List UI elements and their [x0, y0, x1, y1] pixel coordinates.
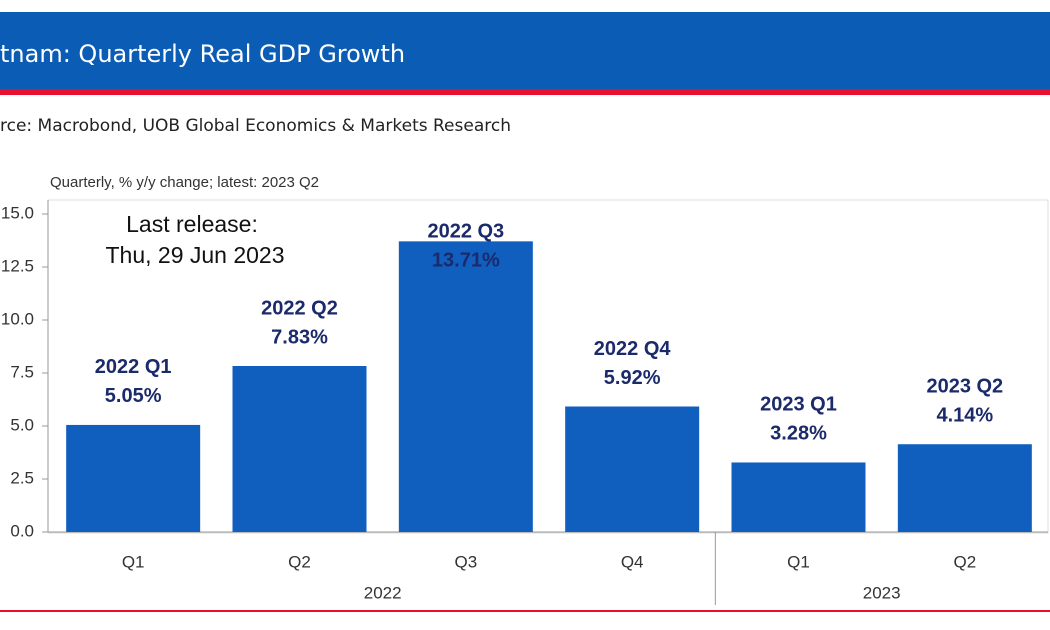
- x-tick-label: Q3: [454, 552, 477, 571]
- group-label: 2022: [364, 583, 402, 602]
- x-tick-label: Q2: [288, 552, 311, 571]
- subtitle: Quarterly, % y/y change; latest: 2023 Q2: [50, 174, 319, 191]
- y-tick-label: 12.5: [1, 256, 34, 275]
- annotation: Thu, 29 Jun 2023: [105, 242, 284, 268]
- bar: [565, 406, 700, 532]
- x-tick-label: Q1: [787, 552, 810, 571]
- bar: [232, 366, 367, 532]
- point-label: 2022 Q3: [427, 221, 504, 243]
- header-rule: [0, 89, 1050, 95]
- x-tick-label: Q4: [621, 552, 644, 571]
- y-tick-label: 5.0: [10, 415, 34, 434]
- point-label: 2022 Q2: [261, 297, 338, 319]
- bar: [897, 444, 1032, 532]
- value-label: 3.28%: [770, 423, 827, 445]
- y-tick-label: 2.5: [10, 468, 34, 487]
- bar: [66, 424, 201, 532]
- point-label: 2023 Q1: [760, 394, 837, 416]
- value-label: 13.71%: [432, 250, 500, 272]
- point-label: 2022 Q4: [594, 338, 672, 360]
- x-tick-label: Q2: [953, 552, 976, 571]
- y-tick-label: 0.0: [10, 521, 34, 540]
- y-tick-label: 7.5: [10, 362, 34, 381]
- point-label: 2023 Q2: [926, 376, 1003, 398]
- point-label: 2022 Q1: [95, 356, 172, 378]
- y-tick-label: 15.0: [1, 203, 34, 222]
- value-label: 5.92%: [604, 367, 661, 389]
- group-label: 2023: [863, 583, 901, 602]
- x-tick-label: Q1: [122, 552, 145, 571]
- bar: [731, 462, 866, 532]
- footer-rule: [0, 610, 1050, 612]
- bar: [398, 241, 533, 532]
- annotation: Last release:: [126, 211, 258, 237]
- chart-title: tnam: Quarterly Real GDP Growth: [0, 40, 405, 68]
- header-band: [0, 12, 1050, 89]
- value-label: 7.83%: [271, 326, 328, 348]
- value-label: 4.14%: [936, 405, 993, 427]
- value-label: 5.05%: [105, 385, 162, 407]
- y-tick-label: 10.0: [1, 309, 34, 328]
- source: rce: Macrobond, UOB Global Economics & M…: [0, 116, 511, 136]
